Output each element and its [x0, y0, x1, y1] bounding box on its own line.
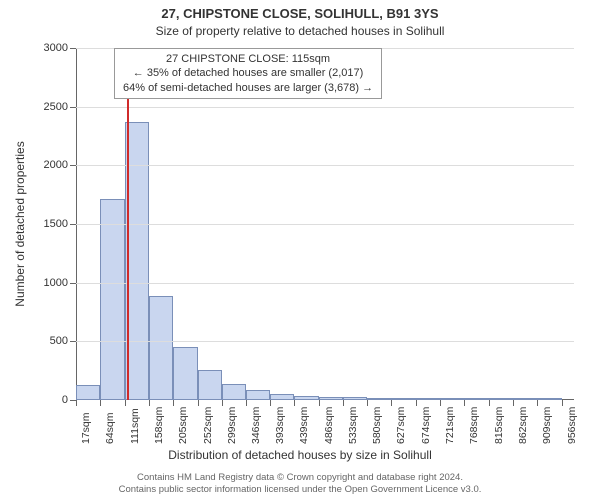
x-tick: [222, 400, 223, 406]
x-tick-label: 627sqm: [395, 407, 407, 444]
y-axis-label: Number of detached properties: [13, 141, 27, 306]
x-tick: [270, 400, 271, 406]
x-tick: [100, 400, 101, 406]
annotation-line-1: 27 CHIPSTONE CLOSE: 115sqm: [123, 52, 373, 66]
histogram-bar: [100, 199, 124, 400]
histogram-bar: [173, 347, 197, 400]
y-tick: [70, 341, 76, 342]
x-tick: [562, 400, 563, 406]
histogram-bar: [391, 398, 415, 400]
x-tick: [440, 400, 441, 406]
x-tick: [294, 400, 295, 406]
x-tick: [416, 400, 417, 406]
y-gridline: [76, 107, 574, 108]
y-gridline: [76, 224, 574, 225]
x-tick-label: 17sqm: [80, 412, 92, 444]
title-block: 27, CHIPSTONE CLOSE, SOLIHULL, B91 3YS S…: [0, 0, 600, 39]
x-tick-label: 815sqm: [493, 407, 505, 444]
x-tick: [319, 400, 320, 406]
x-tick-label: 158sqm: [153, 407, 165, 444]
histogram-bar: [440, 398, 464, 400]
x-tick-label: 862sqm: [517, 407, 529, 444]
x-tick: [173, 400, 174, 406]
annotation-line-3: 64% of semi-detached houses are larger (…: [123, 81, 373, 95]
x-tick: [464, 400, 465, 406]
histogram-bar: [222, 384, 246, 400]
footer-line-2: Contains public sector information licen…: [0, 484, 600, 496]
x-tick-label: 909sqm: [541, 407, 553, 444]
y-tick-label: 2500: [44, 101, 68, 113]
annotation-line-2: ← 35% of detached houses are smaller (2,…: [123, 66, 373, 80]
x-tick-label: 64sqm: [104, 412, 116, 444]
x-tick-label: 580sqm: [371, 407, 383, 444]
y-gridline: [76, 341, 574, 342]
footer: Contains HM Land Registry data © Crown c…: [0, 472, 600, 496]
y-tick-label: 0: [62, 394, 68, 406]
x-tick-label: 111sqm: [129, 408, 141, 444]
x-tick: [391, 400, 392, 406]
x-tick-label: 205sqm: [177, 407, 189, 444]
x-tick-label: 533sqm: [347, 407, 359, 444]
x-tick-label: 299sqm: [226, 407, 238, 444]
histogram-bar: [294, 396, 318, 400]
x-tick-label: 252sqm: [202, 407, 214, 444]
x-axis-label: Distribution of detached houses by size …: [0, 448, 600, 462]
x-tick-label: 486sqm: [323, 407, 335, 444]
x-tick: [367, 400, 368, 406]
histogram-bar: [270, 394, 294, 400]
x-tick-label: 346sqm: [250, 407, 262, 444]
histogram-bar: [76, 385, 100, 400]
histogram-bar: [513, 398, 537, 400]
histogram-bar: [149, 296, 173, 400]
y-gridline: [76, 283, 574, 284]
y-tick: [70, 107, 76, 108]
page: 27, CHIPSTONE CLOSE, SOLIHULL, B91 3YS S…: [0, 0, 600, 500]
x-tick: [125, 400, 126, 406]
x-tick: [149, 400, 150, 406]
y-tick-label: 3000: [44, 42, 68, 54]
y-tick: [70, 48, 76, 49]
x-tick-label: 439sqm: [298, 407, 310, 444]
histogram-bar: [246, 390, 270, 400]
histogram-bar: [319, 397, 343, 400]
x-tick: [198, 400, 199, 406]
x-tick: [76, 400, 77, 406]
x-tick-label: 956sqm: [566, 407, 578, 444]
plot-area: [76, 48, 574, 400]
x-tick-label: 674sqm: [420, 407, 432, 444]
histogram-bar: [464, 398, 488, 400]
histogram-bar: [367, 398, 391, 400]
histogram-bar: [343, 397, 367, 400]
x-tick: [537, 400, 538, 406]
histogram-bar: [537, 398, 561, 400]
y-tick: [70, 224, 76, 225]
x-tick: [343, 400, 344, 406]
y-tick: [70, 283, 76, 284]
x-tick: [246, 400, 247, 406]
x-tick-label: 393sqm: [274, 407, 286, 444]
y-tick-label: 2000: [44, 159, 68, 171]
histogram-bar: [198, 370, 222, 401]
y-gridline: [76, 165, 574, 166]
page-title: 27, CHIPSTONE CLOSE, SOLIHULL, B91 3YS: [0, 6, 600, 22]
x-tick-label: 768sqm: [468, 407, 480, 444]
histogram-bar: [416, 398, 440, 400]
y-tick-label: 1000: [44, 277, 68, 289]
marker-line: [127, 48, 129, 400]
footer-line-1: Contains HM Land Registry data © Crown c…: [0, 472, 600, 484]
y-tick-label: 500: [50, 335, 68, 347]
y-tick-label: 1500: [44, 218, 68, 230]
histogram-bar: [489, 398, 513, 400]
x-tick-label: 721sqm: [444, 407, 456, 444]
x-tick: [513, 400, 514, 406]
annotation-box: 27 CHIPSTONE CLOSE: 115sqm ← 35% of deta…: [114, 48, 382, 99]
y-tick: [70, 165, 76, 166]
page-subtitle: Size of property relative to detached ho…: [0, 24, 600, 39]
x-tick: [489, 400, 490, 406]
